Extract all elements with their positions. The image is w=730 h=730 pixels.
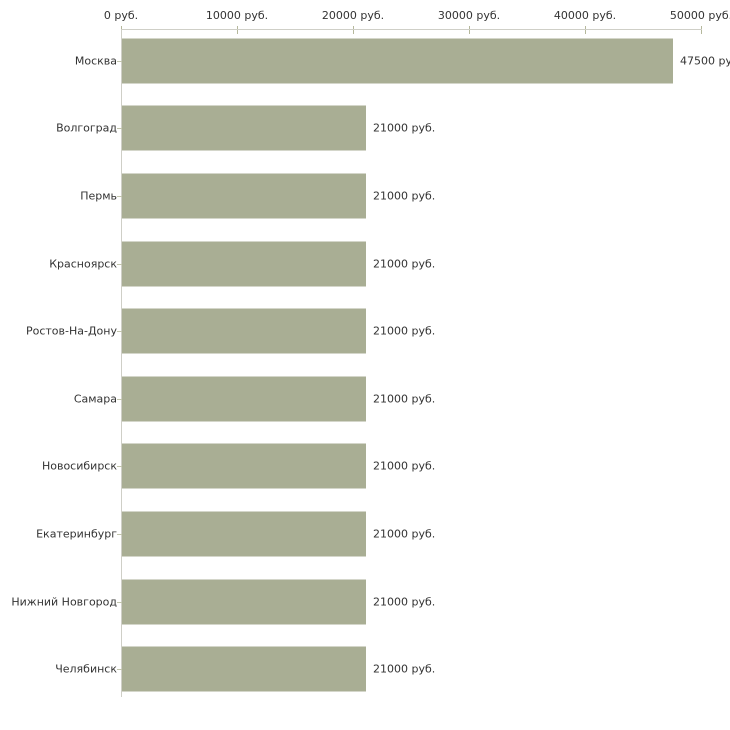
- category-label: Челябинск: [55, 662, 117, 676]
- category-label: Самара: [73, 392, 117, 406]
- x-tick-mark: [701, 26, 702, 34]
- y-axis-tick-mark: [117, 398, 124, 400]
- bar: [122, 376, 366, 422]
- bar-value-label: 21000 руб.: [373, 595, 436, 609]
- category-label: Москва: [74, 54, 117, 68]
- y-axis-tick-mark: [117, 128, 124, 130]
- bar-value-label: 21000 руб.: [373, 527, 436, 541]
- x-axis-line: [121, 29, 702, 30]
- bar: [122, 646, 366, 692]
- category-label: Екатеринбург: [36, 527, 117, 541]
- bar-value-label: 47500 руб.: [680, 54, 730, 68]
- category-label: Новосибирск: [41, 459, 117, 473]
- bar-row: Челябинск 21000 руб.: [0, 635, 730, 703]
- bar-row: Волгоград 21000 руб.: [0, 95, 730, 163]
- bar-value-label: 21000 руб.: [373, 324, 436, 338]
- bar-value-label: 21000 руб.: [373, 189, 436, 203]
- bar: [122, 511, 366, 557]
- bar: [122, 443, 366, 489]
- x-tick-label: 50000 руб.: [669, 9, 730, 22]
- x-tick-mark: [585, 26, 586, 34]
- x-tick-mark: [469, 26, 470, 34]
- bar: [122, 579, 366, 625]
- y-axis-tick-mark: [117, 533, 124, 535]
- y-axis-tick-mark: [117, 263, 124, 265]
- bar: [122, 38, 673, 84]
- bar-row: Екатеринбург 21000 руб.: [0, 500, 730, 568]
- bar-value-label: 21000 руб.: [373, 392, 436, 406]
- y-axis-tick-mark: [117, 195, 124, 197]
- category-label: Нижний Новгород: [11, 595, 117, 609]
- x-tick-label: 10000 руб.: [205, 9, 269, 22]
- y-axis-tick-mark: [117, 331, 124, 333]
- bar-row: Ростов-На-Дону 21000 руб.: [0, 297, 730, 365]
- category-label: Красноярск: [49, 257, 117, 271]
- bar-value-label: 21000 руб.: [373, 459, 436, 473]
- x-tick-mark: [237, 26, 238, 34]
- bar: [122, 105, 366, 151]
- category-label: Ростов-На-Дону: [25, 324, 117, 338]
- y-axis-line: [121, 29, 122, 697]
- bar-row: Нижний Новгород 21000 руб.: [0, 568, 730, 636]
- x-tick-label: 0 руб.: [103, 9, 139, 22]
- bar-row: Москва 47500 руб.: [0, 27, 730, 95]
- bar-value-label: 21000 руб.: [373, 662, 436, 676]
- bar-row: Новосибирск 21000 руб.: [0, 433, 730, 501]
- bar-value-label: 21000 руб.: [373, 121, 436, 135]
- y-axis-tick-mark: [117, 466, 124, 468]
- bar: [122, 173, 366, 219]
- category-label: Пермь: [80, 189, 117, 203]
- x-tick-mark: [353, 26, 354, 34]
- x-tick-label: 20000 руб.: [321, 9, 385, 22]
- y-axis-tick-mark: [117, 60, 124, 62]
- bar: [122, 308, 366, 354]
- bar-row: Красноярск 21000 руб.: [0, 230, 730, 298]
- bar: [122, 241, 366, 287]
- y-axis-tick-mark: [117, 601, 124, 603]
- category-label: Волгоград: [56, 121, 117, 135]
- x-tick-label: 30000 руб.: [437, 9, 501, 22]
- bar-row: Самара 21000 руб.: [0, 365, 730, 433]
- bar-value-label: 21000 руб.: [373, 257, 436, 271]
- y-axis-tick-mark: [117, 669, 124, 671]
- x-tick-label: 40000 руб.: [553, 9, 617, 22]
- bar-row: Пермь 21000 руб.: [0, 162, 730, 230]
